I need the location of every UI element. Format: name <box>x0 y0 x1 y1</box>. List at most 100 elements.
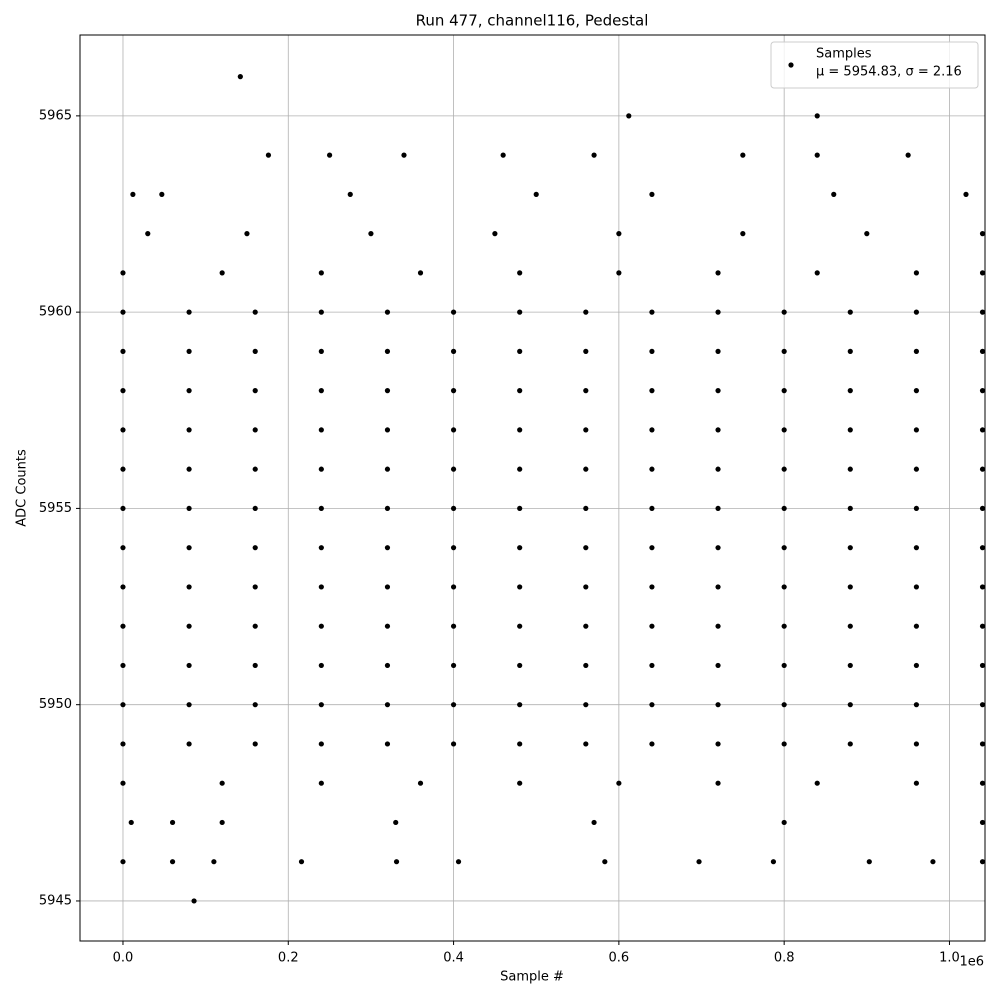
legend-stats: μ = 5954.83, σ = 2.16 <box>816 65 962 80</box>
point <box>517 702 523 708</box>
point <box>979 231 986 237</box>
point <box>913 270 920 276</box>
point <box>384 466 391 472</box>
point <box>186 741 192 747</box>
point <box>781 819 787 826</box>
point <box>120 427 126 433</box>
point <box>715 270 721 276</box>
point <box>450 741 457 747</box>
point <box>120 780 126 786</box>
point <box>450 584 457 590</box>
point <box>318 309 324 315</box>
point <box>979 427 986 433</box>
point <box>252 466 258 472</box>
point <box>781 662 787 669</box>
point <box>649 309 655 315</box>
point <box>715 545 721 551</box>
point <box>781 505 787 512</box>
point <box>186 505 192 512</box>
point <box>169 819 176 826</box>
point <box>252 505 258 512</box>
point <box>318 584 324 590</box>
point <box>913 741 920 747</box>
point <box>583 427 589 433</box>
point <box>781 584 787 590</box>
point <box>963 191 969 197</box>
point <box>979 584 986 590</box>
point <box>583 662 589 669</box>
point <box>120 859 126 865</box>
point <box>649 623 655 629</box>
point <box>384 545 391 551</box>
point <box>450 505 457 512</box>
point <box>781 702 787 708</box>
point <box>120 388 126 394</box>
point <box>393 819 399 826</box>
point <box>740 152 746 158</box>
point <box>318 662 324 669</box>
point <box>814 780 820 786</box>
point <box>781 348 787 354</box>
point <box>979 270 986 276</box>
point <box>517 388 523 394</box>
point <box>649 662 655 669</box>
point <box>450 348 457 354</box>
point <box>847 702 853 708</box>
point <box>517 584 523 590</box>
point <box>450 427 457 433</box>
x-tick-label: 0.2 <box>278 951 299 966</box>
point <box>219 819 225 826</box>
point <box>979 819 986 826</box>
point <box>979 466 986 472</box>
point <box>517 466 523 472</box>
x-tick-label: 0.0 <box>113 951 134 966</box>
point <box>591 152 597 158</box>
point <box>186 309 192 315</box>
plot-frame <box>79 34 986 942</box>
point <box>583 584 589 590</box>
point <box>781 427 787 433</box>
y-tick-label: 5945 <box>39 893 72 908</box>
point <box>517 741 523 747</box>
point <box>384 584 391 590</box>
point <box>384 388 391 394</box>
point <box>120 662 126 669</box>
point <box>913 466 920 472</box>
point <box>186 584 192 590</box>
point <box>649 545 655 551</box>
point <box>120 348 126 354</box>
point <box>318 741 324 747</box>
point <box>492 231 498 237</box>
point <box>417 270 424 276</box>
point <box>979 662 986 669</box>
point <box>979 623 986 629</box>
point <box>913 662 920 669</box>
point <box>186 427 192 433</box>
x-tick-label: 0.8 <box>774 951 795 966</box>
point <box>696 859 702 865</box>
point <box>715 584 721 590</box>
point <box>450 623 457 629</box>
point <box>583 505 589 512</box>
point <box>517 623 523 629</box>
y-axis-label: ADC Counts <box>15 449 30 527</box>
point <box>913 309 920 315</box>
point <box>347 191 353 197</box>
point <box>517 662 523 669</box>
point <box>500 152 506 158</box>
point <box>715 466 721 472</box>
point <box>814 270 820 276</box>
point <box>450 545 457 551</box>
point <box>866 859 872 865</box>
point <box>715 741 721 747</box>
point <box>715 348 721 354</box>
point <box>318 505 324 512</box>
point <box>979 741 986 747</box>
point <box>847 623 853 629</box>
point <box>186 623 192 629</box>
point <box>517 427 523 433</box>
point <box>533 191 539 197</box>
point <box>649 702 655 708</box>
x-offset-label: 1e6 <box>959 955 984 970</box>
point <box>979 859 986 865</box>
